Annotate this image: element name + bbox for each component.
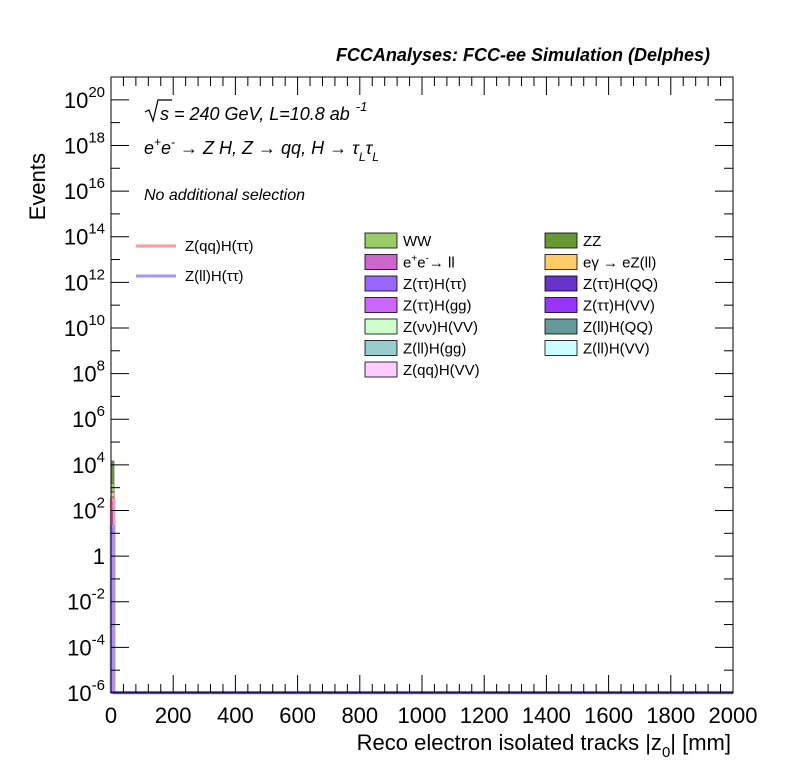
y-tick-label: 102	[72, 494, 105, 523]
legend-swatch-z-ll-h-qq	[544, 318, 578, 335]
legend-swatch-z-ll-h-gg	[364, 340, 398, 356]
legend-label-z-ll-h: Z(ll)H(ττ)	[185, 268, 244, 285]
selection-annotation: No additional selection	[144, 187, 305, 204]
legend-label-zz: ZZ	[583, 233, 601, 250]
x-tick-label: 600	[279, 703, 316, 728]
y-axis-label: Events	[25, 153, 50, 220]
legend-swatch-z-h-vv	[544, 297, 578, 313]
x-tick-label: 800	[341, 703, 378, 728]
legend-label-ee-ll: e+e-→ ll	[403, 254, 455, 272]
legend-swatch-ww	[364, 232, 398, 249]
process-annotation: e+e- → Z H, Z → qq, H → τLτL	[144, 135, 379, 164]
legend-label-z-ll-h-qq: Z(ll)H(QQ)	[583, 319, 653, 336]
legend-label-z-qq-h: Z(qq)H(ττ)	[185, 238, 254, 255]
x-tick-label: 1800	[646, 703, 695, 728]
energy-lumi: = 240 GeV, L=10.8 ab	[169, 104, 350, 124]
x-tick-label: 0	[105, 703, 117, 728]
y-tick-label: 1012	[64, 266, 105, 295]
legend-swatch-z-qq-h-vv	[364, 361, 398, 378]
legend-label-z-h: Z(ττ)H(ττ)	[403, 276, 467, 293]
legend-swatch-z-h	[364, 275, 398, 292]
y-tick-label: 106	[72, 403, 105, 432]
y-tick-label: 10-2	[67, 586, 105, 615]
plot-frame	[110, 76, 734, 694]
chart-title: FCCAnalyses: FCC-ee Simulation (Delphes)	[336, 45, 710, 65]
y-tick-label: 1016	[64, 175, 105, 204]
energy-annotation: s = 240 GeV, L=10.8 ab -1	[144, 99, 367, 124]
x-tick-label: 2000	[709, 703, 758, 728]
legend-label-z-h-gg: Z(ττ)H(gg)	[403, 298, 472, 315]
y-tick-label: 1	[93, 544, 105, 569]
legend-swatch-zz	[544, 232, 578, 249]
y-tick-label: 108	[72, 358, 105, 387]
legend-label-z-ll-h-vv: Z(ll)H(VV)	[583, 341, 650, 358]
y-tick-label: 1010	[64, 312, 105, 341]
legend-label-z-h-qq: Z(ττ)H(QQ)	[583, 276, 658, 293]
svg-text:s = 240 GeV, L=10.8 ab-1: s = 240 GeV, L=10.8 ab -1	[160, 99, 367, 124]
x-axis-label: Reco electron isolated tracks |z0| [mm]	[357, 730, 731, 761]
x-tick-label: 1400	[522, 703, 571, 728]
y-tick-label: 1018	[64, 129, 105, 158]
legend-backgrounds: WW ZZ e+e-→ ll eγ → eZ(ll) Z(ττ)H(ττ) Z(ττ)H(…	[364, 232, 658, 379]
sqrt-s: s	[160, 104, 169, 124]
legend-swatch-e-ez-ll	[544, 254, 578, 270]
x-tick-label: 1600	[584, 703, 633, 728]
legend-label-z-h-vv: Z(ττ)H(VV)	[583, 298, 655, 315]
x-tick-label: 400	[217, 703, 254, 728]
x-tick-label: 200	[155, 703, 192, 728]
x-tick-label: 1000	[398, 703, 447, 728]
legend-swatch-z-h-vv	[364, 318, 398, 335]
legend-label-z-qq-h-vv: Z(qq)H(VV)	[403, 362, 480, 379]
lumi-exponent: -1	[356, 99, 368, 114]
legend-swatch-ee-ll	[364, 254, 398, 270]
x-tick-label: 1200	[460, 703, 509, 728]
sqrt-symbol	[144, 99, 172, 124]
signal-line-z-qq-h	[109, 498, 733, 695]
legend-label-z-h-vv: Z(νν)H(VV)	[403, 319, 478, 336]
y-tick-label: 1014	[64, 221, 105, 250]
y-tick-label: 10-4	[67, 631, 105, 660]
legend-label-ww: WW	[403, 233, 432, 250]
legend-swatch-z-h-qq	[544, 275, 578, 292]
legend-signals: Z(qq)H(ττ) Z(ll)H(ττ)	[136, 238, 254, 285]
legend-label-e-ez-ll: eγ → eZ(ll)	[583, 255, 656, 272]
signal-line-z-ll-h	[109, 525, 733, 695]
legend-swatch-z-ll-h-vv	[544, 340, 578, 356]
axes: 0 200 400 600 800 1000 1200 1400 1600 1800 2000 10-…	[64, 77, 758, 728]
y-tick-label: 104	[72, 449, 105, 478]
y-tick-label: 10-6	[67, 677, 105, 706]
y-tick-label: 1020	[64, 84, 105, 113]
legend-label-z-ll-h-gg: Z(ll)H(gg)	[403, 341, 466, 358]
legend-swatch-z-h-gg	[364, 297, 398, 313]
signal-histograms	[109, 498, 733, 695]
